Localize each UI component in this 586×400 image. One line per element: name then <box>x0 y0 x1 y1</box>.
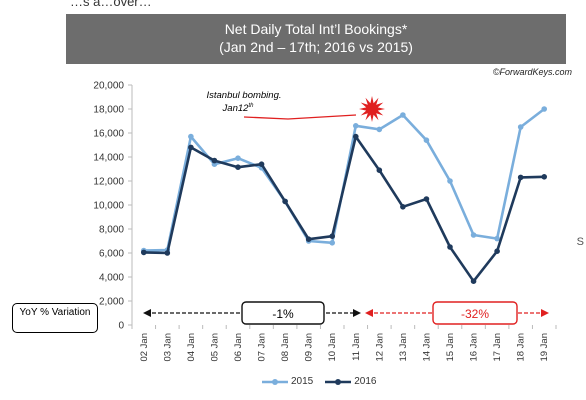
data-point-2015 <box>376 126 383 133</box>
yoy-before-arrow-left-icon <box>143 309 151 317</box>
data-point-2015 <box>517 124 524 130</box>
data-point-2016 <box>164 250 171 256</box>
y-tick-label: 16,000 <box>93 129 124 140</box>
series-line-2016 <box>143 135 545 283</box>
legend-item-2015: 2015 <box>262 376 313 387</box>
chart-subtitle: (Jan 2nd – 17th; 2016 vs 2015) <box>219 39 413 55</box>
data-point-2016 <box>423 196 430 202</box>
data-point-2015 <box>541 106 548 112</box>
data-point-2015 <box>188 133 194 140</box>
legend-item-2016: 2016 <box>325 376 377 387</box>
x-tick-label: 07 Jan <box>257 333 268 362</box>
data-point-2016 <box>494 248 500 254</box>
data-point-2016 <box>305 236 312 242</box>
data-point-2016 <box>211 157 218 164</box>
y-tick-label: 2,000 <box>99 297 124 308</box>
x-tick-label: 17 Jan <box>492 333 503 362</box>
data-point-2016 <box>352 133 359 140</box>
explosion-icon <box>359 96 385 122</box>
annotation-pointer-line <box>243 114 357 120</box>
data-point-2016 <box>188 144 194 151</box>
y-tick-label: 10,000 <box>93 201 124 212</box>
data-point-2016 <box>517 174 524 181</box>
data-point-2016 <box>282 198 288 205</box>
x-tick-label: 16 Jan <box>469 333 480 362</box>
yoy-layer: -1% -32% <box>143 301 549 325</box>
x-tick-label: 15 Jan <box>445 333 456 362</box>
legend-label-2015: 2015 <box>291 376 314 387</box>
legend-swatch-2016 <box>325 378 352 385</box>
x-tick-label: 18 Jan <box>516 333 527 362</box>
yoy-after-arrow-right-icon <box>541 309 549 317</box>
data-point-2016 <box>258 161 265 167</box>
data-point-2016 <box>470 278 477 285</box>
x-tick-label: 02 Jan <box>139 333 150 362</box>
y-tick-label: 18,000 <box>93 105 124 116</box>
annotation-date: Jan12 <box>222 103 250 114</box>
yoy-after-arrow-left-icon <box>365 309 373 317</box>
data-point-2015 <box>352 123 359 129</box>
x-tick-label: 03 Jan <box>162 333 173 362</box>
y-tick-label: 6,000 <box>99 249 124 260</box>
chart-title: Net Daily Total Int’l Bookings* <box>224 21 408 37</box>
yoy-after-box <box>432 301 518 325</box>
data-point-2016 <box>447 244 453 250</box>
legend-swatch-2015 <box>262 378 288 385</box>
yoy-label-box: YoY % Variation <box>12 303 98 333</box>
data-point-2015 <box>329 240 336 246</box>
x-tick-label: 12 Jan <box>374 333 385 362</box>
data-point-2016 <box>541 174 548 180</box>
series-line-2015 <box>143 107 546 252</box>
source-credit: ©ForwardKeys.com <box>492 67 572 77</box>
y-tick-label: 0 <box>118 321 124 332</box>
x-tick-label: 14 Jan <box>421 333 432 362</box>
yoy-after-value: -32% <box>461 307 489 321</box>
data-point-2015 <box>494 235 500 242</box>
data-point-2015 <box>235 155 241 161</box>
data-point-2016 <box>400 204 406 210</box>
x-tick-label: 06 Jan <box>233 333 244 362</box>
side-clipped-text: S <box>576 236 584 248</box>
yoy-before-value: -1% <box>272 307 294 321</box>
data-point-2016 <box>140 249 147 256</box>
y-tick-label: 8,000 <box>99 225 124 236</box>
x-tick-label: 04 Jan <box>186 333 197 362</box>
data-point-2015 <box>400 112 406 118</box>
yoy-before-box <box>241 301 325 325</box>
x-tick-label: 05 Jan <box>209 333 220 362</box>
x-tick-label: 19 Jan <box>539 333 550 362</box>
annotation-line2: Jan12th <box>222 103 255 114</box>
chart-title-bar: Net Daily Total Int’l Bookings* (Jan 2nd… <box>66 14 566 64</box>
annotation-layer: Istanbul bombing. Jan12th <box>207 90 385 122</box>
y-tick-label: 12,000 <box>93 177 124 188</box>
data-point-2015 <box>470 232 477 238</box>
y-tick-label: 20,000 <box>93 81 124 92</box>
clipped-heading-text: …s a…over… <box>70 0 152 9</box>
data-point-2015 <box>423 137 430 143</box>
x-tick-label: 13 Jan <box>398 333 409 362</box>
axis-layer: 0 2,000 4,000 6,000 8,000 10,000 12,000 14,000 1… <box>93 81 557 362</box>
y-tick-label: 14,000 <box>93 153 124 164</box>
chart-legend: 2015 2016 <box>262 376 389 387</box>
legend-label-2016: 2016 <box>354 376 377 387</box>
series-layer <box>140 106 548 285</box>
y-tick-label: 4,000 <box>99 273 124 284</box>
x-tick-label: 09 Jan <box>304 333 315 362</box>
x-tick-label: 08 Jan <box>280 333 291 362</box>
x-tick-label: 10 Jan <box>327 333 338 362</box>
data-point-2016 <box>376 167 383 173</box>
data-point-2015 <box>447 178 453 184</box>
annotation-sup: th <box>248 103 254 109</box>
data-point-2016 <box>329 233 336 239</box>
data-point-2016 <box>235 164 241 170</box>
annotation-line1: Istanbul bombing. <box>207 90 282 101</box>
x-tick-label: 11 Jan <box>351 333 362 361</box>
yoy-before-arrow-right-icon <box>353 309 361 317</box>
